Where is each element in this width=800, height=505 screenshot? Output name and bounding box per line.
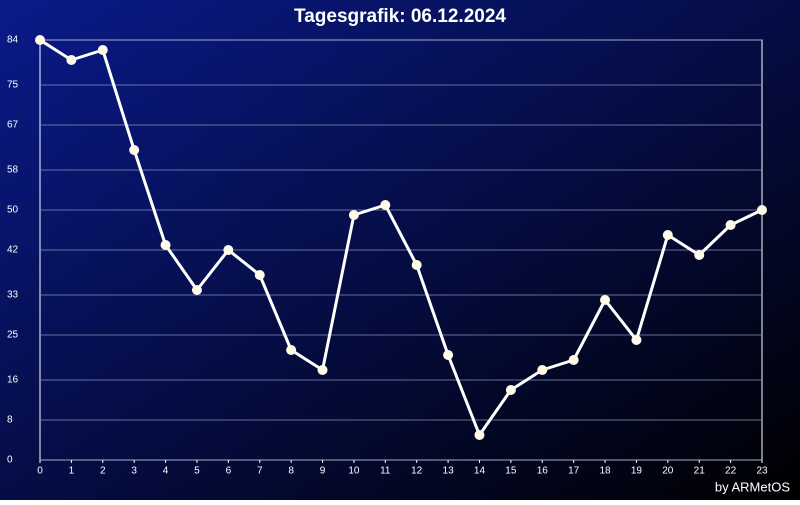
x-tick-label: 11 [380, 466, 391, 477]
y-tick-label: 25 [7, 330, 19, 341]
data-point [223, 245, 234, 255]
y-tick-label: 67 [7, 120, 19, 131]
x-tick-label: 21 [694, 466, 706, 477]
x-tick-label: 22 [725, 466, 737, 477]
x-tick-label: 23 [756, 466, 768, 477]
data-point [725, 220, 736, 230]
data-point [505, 385, 516, 395]
data-point [66, 55, 77, 65]
x-tick-label: 4 [163, 466, 169, 477]
data-point [35, 35, 45, 45]
y-tick-label: 84 [7, 35, 19, 46]
data-point [317, 365, 328, 375]
data-point [662, 230, 673, 240]
x-tick-label: 7 [257, 466, 263, 477]
x-tick-label: 3 [131, 466, 137, 477]
data-point [631, 335, 642, 345]
data-point [443, 350, 454, 360]
y-tick-label: 33 [7, 290, 19, 301]
x-tick-label: 5 [194, 466, 200, 477]
x-tick-label: 1 [69, 466, 75, 477]
x-tick-label: 20 [662, 466, 674, 477]
data-point [474, 430, 485, 440]
data-point [348, 210, 359, 220]
data-point [160, 240, 171, 250]
x-tick-label: 13 [443, 466, 455, 477]
x-tick-label: 17 [568, 466, 580, 477]
data-point [286, 345, 297, 355]
x-tick-label: 8 [288, 466, 294, 477]
data-point [129, 145, 140, 155]
data-point [568, 355, 579, 365]
data-point [537, 365, 548, 375]
x-tick-label: 6 [226, 466, 232, 477]
x-tick-label: 0 [37, 466, 43, 477]
y-tick-label: 0 [7, 455, 13, 466]
x-tick-label: 12 [411, 466, 423, 477]
y-tick-label: 58 [7, 165, 19, 176]
x-tick-label: 18 [599, 466, 611, 477]
data-point [97, 45, 108, 55]
y-tick-label: 8 [7, 415, 13, 426]
data-point [757, 205, 767, 215]
x-tick-label: 14 [474, 466, 486, 477]
data-point [694, 250, 705, 260]
data-point [191, 285, 202, 295]
chart-title: Tagesgrafik: 06.12.2024 [294, 6, 506, 27]
y-tick-label: 75 [7, 80, 19, 91]
credit: by ARMetOS [715, 479, 790, 494]
x-tick-label: 9 [320, 466, 326, 477]
x-tick-label: 10 [348, 466, 360, 477]
x-tick-label: 2 [100, 466, 106, 477]
data-point [411, 260, 422, 270]
data-point [254, 270, 265, 280]
series-line [39, 38, 763, 437]
data-point [380, 200, 391, 210]
x-tick-label: 15 [505, 466, 517, 477]
y-tick-label: 42 [7, 245, 19, 256]
data-point [600, 295, 611, 305]
x-tick-label: 16 [537, 466, 549, 477]
y-tick-label: 50 [7, 205, 19, 216]
x-tick-label: 19 [631, 466, 643, 477]
y-tick-label: 16 [7, 375, 19, 386]
